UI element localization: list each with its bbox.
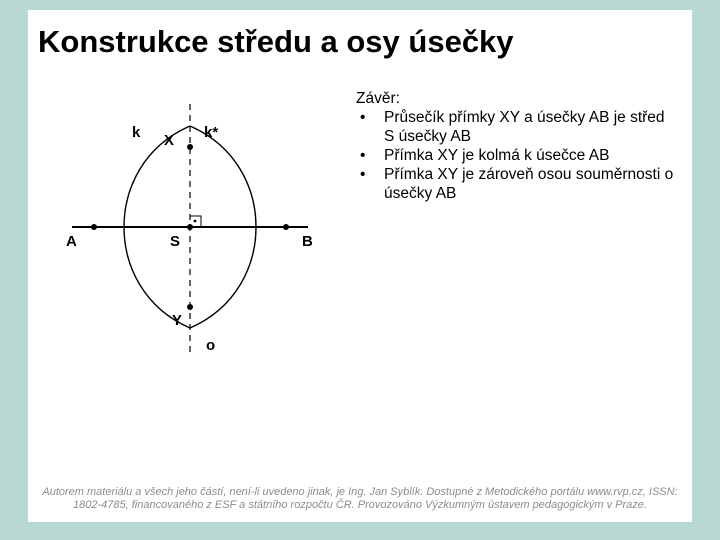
point-s [187, 224, 193, 230]
slide: Konstrukce středu a osy úsečky [28, 10, 692, 522]
bullet-text: Přímka XY je kolmá k úsečce AB [384, 147, 676, 166]
bullet-dot: • [356, 147, 384, 166]
geometry-figure: A B S X Y k k* o [44, 88, 336, 366]
label-y: Y [172, 312, 182, 329]
figure-svg: A B S X Y k k* o [44, 88, 336, 366]
label-k-star: k* [204, 124, 218, 141]
list-item: • Průsečík přímky XY a úsečky AB je stře… [356, 109, 676, 147]
bullet-text: Přímka XY je zároveň osou souměrnosti o … [384, 166, 676, 204]
bullet-dot: • [356, 166, 384, 204]
conclusion-block: Závěr: • Průsečík přímky XY a úsečky AB … [356, 88, 676, 366]
page-title: Konstrukce středu a osy úsečky [28, 10, 692, 66]
label-o: o [206, 337, 215, 354]
point-y [187, 304, 193, 310]
list-item: • Přímka XY je zároveň osou souměrnosti … [356, 166, 676, 204]
bullet-text: Průsečík přímky XY a úsečky AB je střed … [384, 109, 676, 147]
label-b: B [302, 233, 313, 250]
label-a: A [66, 233, 77, 250]
point-a [91, 224, 97, 230]
point-b [283, 224, 289, 230]
footer-credits: Autorem materiálu a všech jeho částí, ne… [40, 486, 680, 512]
label-x: X [164, 132, 174, 149]
bullet-dot: • [356, 109, 384, 147]
list-item: • Přímka XY je kolmá k úsečce AB [356, 147, 676, 166]
conclusion-list: • Průsečík přímky XY a úsečky AB je stře… [356, 109, 676, 204]
label-k: k [132, 124, 141, 141]
conclusion-heading: Závěr: [356, 90, 676, 109]
point-x [187, 144, 193, 150]
label-s: S [170, 233, 180, 250]
content-row: A B S X Y k k* o Závěr: • Průsečík přímk… [28, 66, 692, 366]
